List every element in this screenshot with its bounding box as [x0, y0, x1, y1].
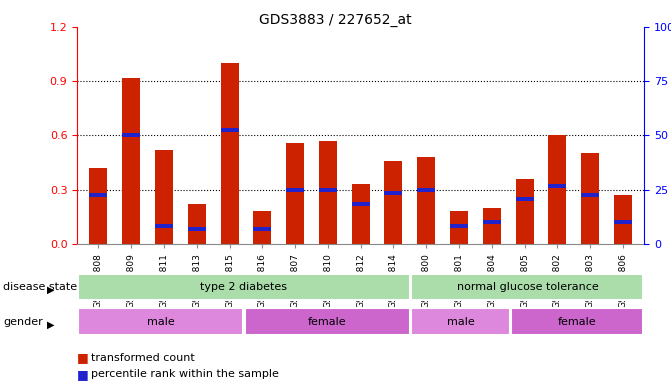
- Bar: [78, 308, 244, 335]
- Bar: [319, 141, 337, 244]
- Bar: [286, 188, 304, 192]
- Text: ■: ■: [77, 351, 89, 364]
- Bar: [188, 227, 206, 232]
- Text: disease state: disease state: [3, 282, 77, 292]
- Bar: [515, 179, 533, 244]
- Bar: [89, 193, 107, 197]
- Text: ▶: ▶: [46, 319, 54, 330]
- Bar: [482, 208, 501, 244]
- Text: percentile rank within the sample: percentile rank within the sample: [91, 369, 278, 379]
- Bar: [89, 168, 107, 244]
- Bar: [352, 184, 370, 244]
- Text: GDS3883 / 227652_at: GDS3883 / 227652_at: [259, 13, 412, 27]
- Bar: [286, 142, 304, 244]
- Bar: [122, 133, 140, 137]
- Bar: [384, 161, 403, 244]
- Bar: [221, 128, 239, 132]
- Bar: [411, 308, 510, 335]
- Bar: [417, 188, 435, 192]
- Text: gender: gender: [3, 316, 43, 327]
- Text: ■: ■: [77, 368, 89, 381]
- Bar: [548, 184, 566, 188]
- Bar: [511, 308, 643, 335]
- Bar: [450, 224, 468, 228]
- Bar: [411, 274, 643, 300]
- Bar: [614, 195, 632, 244]
- Text: normal glucose tolerance: normal glucose tolerance: [456, 282, 599, 292]
- Text: female: female: [308, 316, 347, 327]
- Text: male: male: [447, 316, 474, 327]
- Bar: [581, 193, 599, 197]
- Bar: [254, 227, 271, 232]
- Bar: [384, 191, 403, 195]
- Bar: [221, 63, 239, 244]
- Bar: [155, 224, 173, 228]
- Bar: [548, 136, 566, 244]
- Bar: [515, 197, 533, 200]
- Bar: [155, 150, 173, 244]
- Bar: [78, 274, 410, 300]
- Bar: [352, 202, 370, 206]
- Text: male: male: [147, 316, 174, 327]
- Bar: [417, 157, 435, 244]
- Bar: [482, 220, 501, 224]
- Text: type 2 diabetes: type 2 diabetes: [201, 282, 287, 292]
- Bar: [581, 154, 599, 244]
- Text: female: female: [558, 316, 597, 327]
- Bar: [245, 308, 410, 335]
- Bar: [450, 211, 468, 244]
- Bar: [188, 204, 206, 244]
- Text: ▶: ▶: [46, 285, 54, 295]
- Bar: [122, 78, 140, 244]
- Bar: [319, 188, 337, 192]
- Bar: [614, 220, 632, 224]
- Text: transformed count: transformed count: [91, 353, 195, 363]
- Bar: [254, 211, 271, 244]
